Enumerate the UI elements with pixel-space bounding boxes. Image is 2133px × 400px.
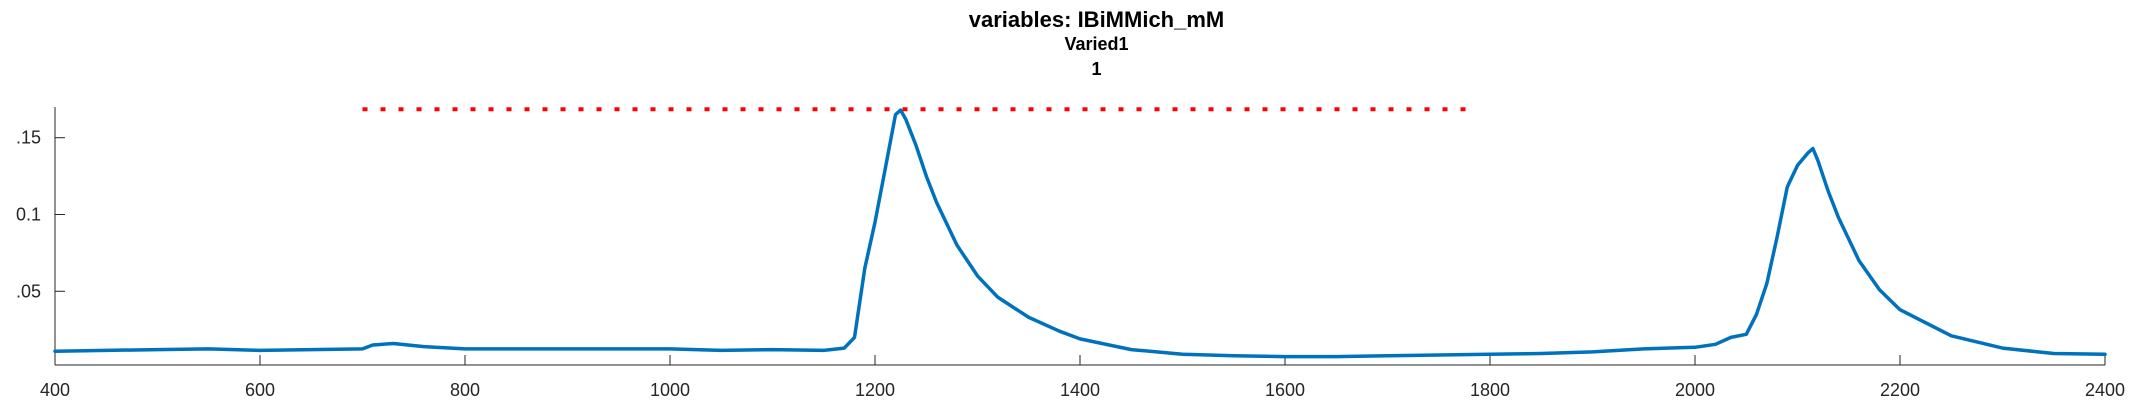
x-tick-label: 1200 xyxy=(855,380,895,400)
chart-subtitle-line-1: Varied1 xyxy=(1064,34,1129,54)
x-tick-label: 1800 xyxy=(1470,380,1510,400)
axes: 400 600 800 1000 1200 1400 1600 1800 2000 2200 240… xyxy=(16,107,2125,400)
plot-area xyxy=(53,107,2107,359)
chart-subtitle-line-2: 1 xyxy=(1091,59,1102,79)
y-tick-label: 0.1 xyxy=(16,205,41,225)
x-tick-label: 2400 xyxy=(2085,380,2125,400)
x-tick-label: 1600 xyxy=(1265,380,1305,400)
chart-title: variables: IBiMMich_mM xyxy=(968,7,1225,32)
x-tick-label: 1400 xyxy=(1060,380,1100,400)
x-tick-label: 600 xyxy=(245,380,275,400)
x-tick-label: 800 xyxy=(450,380,480,400)
y-tick-label: .15 xyxy=(16,128,41,148)
y-tick-label: .05 xyxy=(16,281,41,301)
x-tick-label: 2200 xyxy=(1880,380,1920,400)
x-tick-label: 1000 xyxy=(650,380,690,400)
x-tick-label: 2000 xyxy=(1675,380,1715,400)
data-series-line xyxy=(53,108,2107,359)
x-tick-label: 400 xyxy=(40,380,70,400)
